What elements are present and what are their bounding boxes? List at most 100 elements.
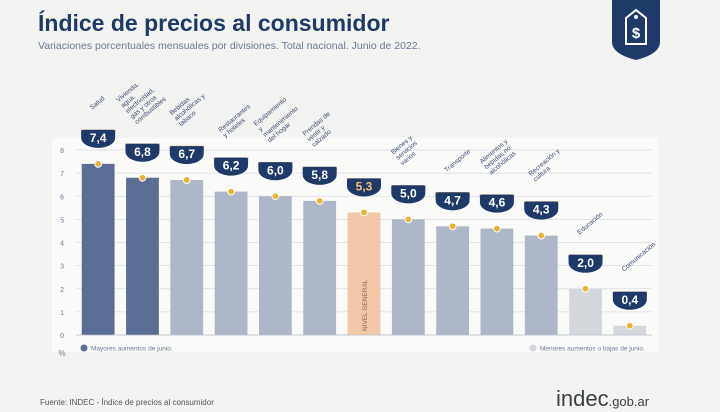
bar-marker	[493, 224, 501, 233]
bar	[436, 226, 470, 335]
bar	[524, 235, 558, 335]
value-badge-top	[125, 143, 160, 153]
value-label: 6,0	[267, 163, 284, 177]
value-badge	[81, 137, 116, 148]
bar	[81, 163, 115, 335]
value-badge-top	[347, 178, 381, 188]
bar-group: 6,7 Bebidasalcohólicas ytabaco	[169, 87, 212, 335]
bar-marker	[625, 321, 634, 330]
value-badge-top	[258, 162, 293, 172]
value-badge	[435, 200, 470, 211]
value-label: 4,6	[489, 196, 506, 210]
value-label: 6,8	[134, 145, 151, 159]
y-tick-label: 1	[60, 310, 64, 317]
category-label: Restaurantesy hoteles	[217, 103, 257, 140]
value-label: 5,0	[400, 186, 417, 200]
bar-marker	[404, 215, 413, 224]
value-badge	[258, 170, 293, 181]
y-tick-label: 0	[60, 333, 64, 340]
value-label: 5,3	[356, 179, 373, 193]
bar	[303, 200, 337, 335]
price-tag-dollar-icon: $	[612, 0, 660, 60]
bar-marker	[315, 196, 324, 205]
bar-marker	[360, 208, 368, 217]
value-label: 0,4	[622, 293, 639, 307]
y-tick-label: 4	[60, 241, 64, 248]
y-tick-label: 5	[60, 217, 64, 224]
value-badge	[391, 193, 426, 204]
y-tick-label: 7	[60, 171, 64, 178]
y-tick-label: 3	[60, 264, 64, 271]
y-tick-label: 6	[60, 194, 64, 201]
bar	[613, 325, 647, 335]
bar	[126, 177, 159, 335]
value-badge	[302, 174, 337, 185]
bar	[258, 196, 292, 335]
value-badge	[612, 299, 647, 310]
general-bar-label: NIVEL GENERAL	[362, 279, 369, 331]
category-label: Bebidasalcohólicas ytabaco	[169, 87, 212, 128]
bar-marker	[227, 187, 235, 196]
page-title: Índice de precios al consumidor	[38, 10, 390, 36]
bar-marker	[94, 159, 103, 168]
svg-text:$: $	[632, 25, 641, 42]
value-badge	[214, 165, 249, 176]
category-label: Salud	[89, 95, 107, 111]
value-badge-top	[524, 201, 559, 211]
value-badge	[169, 154, 204, 165]
value-badge-top	[391, 185, 426, 195]
value-label: 2,0	[577, 256, 594, 270]
category-label: Vivienda,agua,electricidad,gas y otrosco…	[115, 73, 168, 126]
value-label: 4,3	[533, 203, 550, 217]
value-badge-top	[612, 291, 647, 301]
source-note: Fuente: INDEC - Índice de precios al con…	[40, 398, 214, 407]
bar-marker	[138, 173, 147, 182]
brand-suffix: .gob.ar	[608, 394, 650, 409]
brand-name: indec	[556, 386, 609, 411]
bar	[214, 191, 248, 335]
category-label: Equipamientoymantenimientodel hogar	[253, 94, 305, 144]
legend-swatch-higher	[80, 344, 88, 352]
value-badge	[125, 151, 160, 162]
y-tick-label: 2	[60, 287, 64, 294]
category-label-line: y	[257, 125, 265, 133]
bar	[569, 288, 602, 335]
bar-marker	[182, 176, 191, 184]
value-badge-top	[214, 157, 249, 167]
value-badge	[524, 209, 559, 220]
legend-label-lower: Menores aumentos o bajas de junio.	[540, 346, 645, 353]
bar	[170, 180, 204, 335]
bar	[480, 228, 514, 335]
value-badge	[347, 186, 381, 197]
indec-brand: indec.gob.ar	[556, 386, 649, 412]
bar-group: NIVEL GENERAL 5,3	[346, 178, 382, 335]
value-badge	[568, 262, 603, 273]
bar-group: 7,4 Salud	[80, 95, 116, 335]
value-label: 4,7	[444, 193, 461, 207]
bar-marker	[448, 222, 457, 231]
value-badge-top	[435, 192, 470, 202]
bar-marker	[537, 231, 546, 240]
value-label: 6,7	[178, 147, 195, 161]
bar-group: 6,8 Vivienda,agua,electricidad,gas y otro…	[115, 73, 168, 335]
legend-label-higher: Mayores aumentos de junio.	[91, 346, 173, 353]
value-badge-top	[302, 166, 337, 176]
bar-group: 6,0 Equipamientoymantenimientodel hogar	[253, 94, 305, 335]
value-label: 6,2	[223, 159, 240, 173]
value-badge-top	[479, 194, 514, 204]
bar	[347, 212, 381, 335]
value-badge	[479, 202, 514, 213]
value-badge-top	[568, 254, 603, 264]
value-badge-top	[169, 146, 204, 156]
value-badge-top	[81, 129, 116, 139]
bar	[391, 219, 425, 335]
legend-swatch-lower	[529, 344, 537, 352]
bar-marker	[271, 192, 280, 201]
y-tick-label: 8	[60, 148, 64, 155]
category-label-line: Salud	[89, 95, 107, 111]
y-unit-label: %	[58, 349, 65, 358]
value-label: 7,4	[90, 131, 107, 145]
value-label: 5,8	[311, 168, 328, 182]
